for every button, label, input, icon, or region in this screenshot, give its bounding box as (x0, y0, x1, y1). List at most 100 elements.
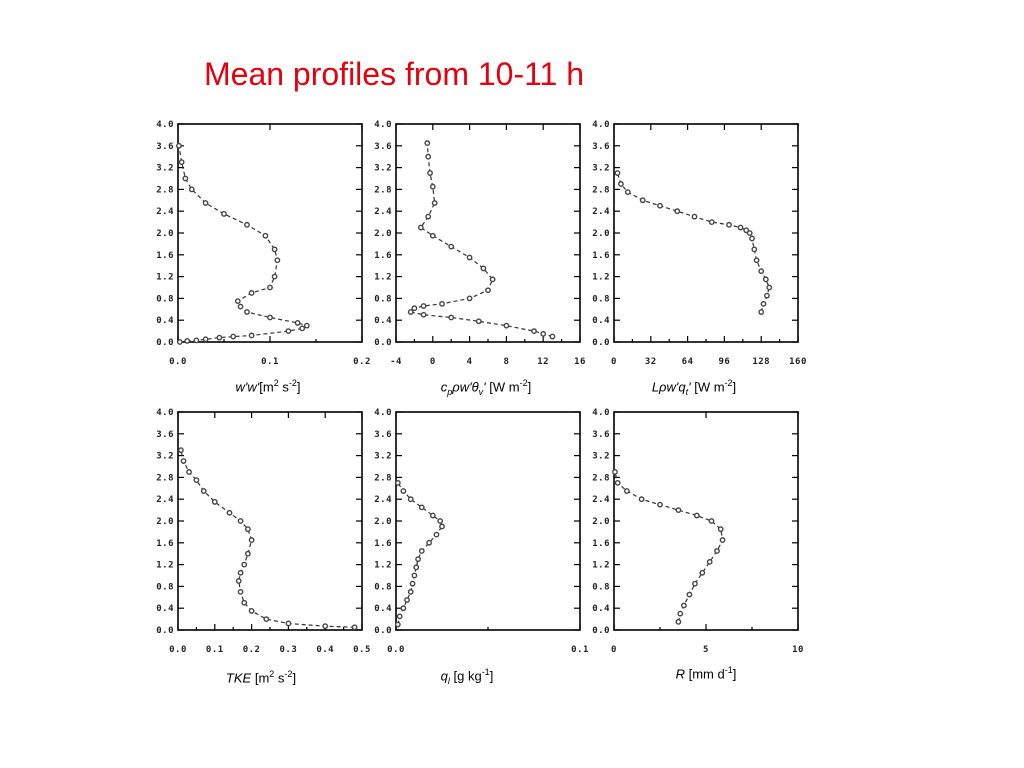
data-point (426, 539, 433, 546)
x-tick-label: 0.2 (243, 645, 261, 655)
panel-heat-flux: 0.0 0.4 0.8 1.2 1.6 2.0 2.4 2.8 3.2 3.6 4.0 -4 0 4 8 12… (374, 120, 585, 367)
y-tick-label: 1.6 (156, 251, 174, 261)
profile-line (178, 145, 309, 343)
xlabel-moisture-flux: Lρw'qt' [W m-2] (651, 378, 737, 397)
y-tick-label: 2.0 (156, 229, 174, 239)
data-point (657, 501, 663, 508)
data-point (226, 509, 233, 516)
y-tick-label: 3.2 (156, 452, 174, 462)
data-point (400, 488, 407, 494)
panel-tke: 0.0 0.4 0.8 1.2 1.6 2.0 2.4 2.8 3.2 3.6 4.0 0.0 0.1 0… (156, 408, 370, 655)
y-tick-label: 3.6 (156, 142, 174, 152)
data-point (248, 608, 255, 614)
data-point (244, 221, 250, 228)
x-tick-label: 12 (537, 357, 549, 367)
data-point (448, 243, 455, 250)
profile-line (616, 172, 770, 313)
y-tick-label: 0.4 (592, 316, 610, 326)
data-point (691, 213, 698, 220)
y-tick-label: 4.0 (374, 120, 392, 130)
data-point (267, 284, 273, 291)
data-point (182, 175, 189, 182)
data-point (503, 322, 510, 329)
data-point (294, 320, 301, 326)
y-tick-label: 1.2 (374, 273, 392, 283)
data-point (681, 602, 687, 609)
data-point (760, 300, 767, 307)
data-point (717, 526, 724, 533)
x-tick-label: 160 (789, 357, 807, 367)
y-tick-label: 2.8 (592, 185, 610, 195)
y-tick-label: 1.6 (592, 539, 610, 549)
y-tick-label: 3.6 (592, 430, 610, 440)
plot-frame (395, 123, 581, 343)
profile-line (614, 471, 724, 622)
data-point (263, 616, 270, 623)
xlabel-ww: w'w'[m2 s-2] (235, 378, 301, 395)
panel-r: 0.0 0.4 0.8 1.2 1.6 2.0 2.4 2.8 3.2 3.6 4.0 0 5 10 (592, 408, 803, 655)
data-point (485, 287, 491, 294)
data-point (726, 221, 732, 228)
x-tick-label: 0.0 (169, 645, 187, 655)
y-tick-label: 1.2 (156, 273, 174, 283)
y-tick-label: 0.4 (374, 316, 392, 326)
data-point (262, 232, 269, 239)
data-point (749, 235, 755, 242)
data-point (466, 254, 473, 261)
data-point (706, 558, 713, 565)
y-tick-label: 0.0 (374, 626, 392, 636)
x-tick-label: 0.0 (169, 357, 187, 367)
x-tick-label: 0.1 (571, 645, 589, 655)
data-point (766, 284, 773, 291)
y-tick-label: 0.4 (156, 316, 174, 326)
data-point (431, 200, 438, 206)
profile-line (397, 482, 443, 625)
data-point (413, 564, 420, 571)
data-point (439, 300, 445, 307)
y-tick-label: 4.0 (156, 408, 174, 418)
data-point (237, 588, 244, 595)
y-tick-label: 3.6 (374, 142, 392, 152)
plot-frame (395, 411, 581, 631)
slide-title: Mean profiles from 10-11 h (203, 56, 585, 92)
y-tick-label: 2.4 (592, 207, 610, 217)
data-point (237, 303, 244, 310)
y-tick-label: 0.4 (374, 604, 392, 614)
data-point (248, 332, 255, 339)
data-point (409, 580, 416, 587)
y-tick-label: 4.0 (156, 120, 174, 130)
data-point (489, 276, 496, 283)
y-tick-label: 3.6 (592, 142, 610, 152)
data-point (241, 599, 248, 606)
y-tick-label: 0.0 (156, 338, 174, 348)
y-tick-label: 2.8 (374, 473, 392, 483)
y-tick-label: 1.2 (592, 561, 610, 571)
y-tick-label: 2.4 (592, 495, 610, 505)
data-point (758, 309, 765, 315)
data-point (751, 246, 758, 253)
data-point (407, 309, 414, 315)
data-point (234, 298, 241, 305)
data-point (411, 572, 418, 579)
data-point (657, 202, 663, 209)
x-tick-label: 32 (645, 357, 657, 367)
y-tick-label: 3.6 (374, 430, 392, 440)
data-point (758, 268, 765, 275)
data-point (618, 181, 624, 187)
data-point (429, 512, 436, 519)
x-tick-label: 0.2 (353, 357, 371, 367)
y-tick-label: 1.6 (156, 539, 174, 549)
data-point (274, 257, 281, 264)
data-point (427, 170, 433, 176)
data-point (424, 140, 431, 146)
data-point (237, 518, 244, 524)
x-tick-label: 64 (682, 357, 694, 367)
panel-ww: 0.0 0.4 0.8 1.2 1.6 2.0 2.4 2.8 3.2 3.6 4.0 0.0 0.1 0… (156, 120, 371, 367)
data-point (394, 479, 401, 486)
y-tick-label: 2.0 (374, 517, 392, 527)
data-point (762, 276, 769, 283)
data-point (407, 496, 414, 503)
y-tick-label: 2.4 (374, 207, 392, 217)
x-tick-label: 4 (467, 357, 473, 367)
y-tick-label: 3.2 (592, 452, 610, 462)
